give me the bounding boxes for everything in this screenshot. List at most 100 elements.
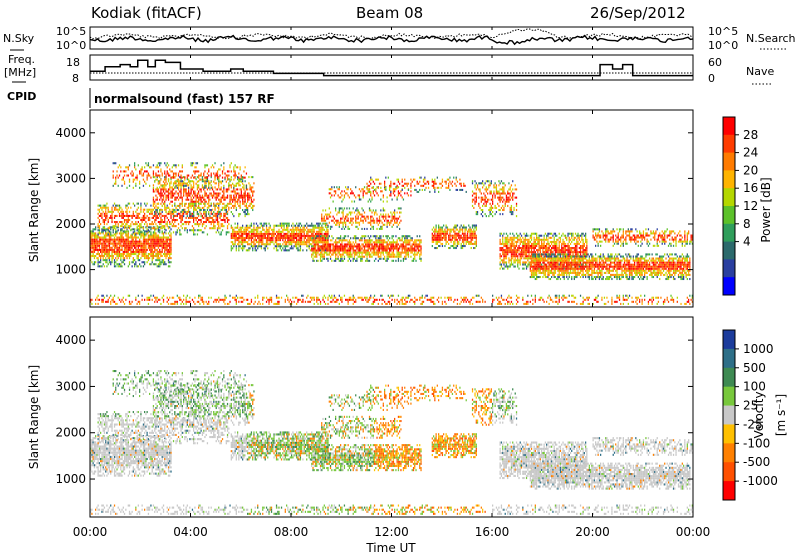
power-cell bbox=[138, 207, 139, 209]
power-cell bbox=[193, 201, 194, 203]
power-cell bbox=[237, 227, 238, 229]
power-cell bbox=[197, 184, 198, 186]
power-cell bbox=[353, 250, 354, 252]
power-cell bbox=[321, 227, 322, 229]
power-cell bbox=[226, 188, 227, 190]
power-cell bbox=[158, 265, 159, 267]
power-cell bbox=[245, 227, 246, 229]
power-cell bbox=[385, 216, 386, 218]
power-cell bbox=[250, 197, 251, 199]
power-cell bbox=[104, 239, 105, 241]
power-cell bbox=[158, 235, 159, 237]
power-cell bbox=[278, 243, 279, 245]
power-cell bbox=[91, 261, 92, 263]
power-cell bbox=[170, 232, 171, 234]
power-cell bbox=[446, 187, 447, 189]
power-cell bbox=[270, 237, 271, 239]
power-cell bbox=[188, 175, 189, 177]
power-cell bbox=[186, 221, 187, 223]
power-cell bbox=[153, 239, 154, 241]
power-cell bbox=[169, 193, 170, 195]
power-cell bbox=[442, 227, 443, 229]
power-cell bbox=[295, 235, 296, 237]
power-cell bbox=[99, 209, 100, 211]
power-cell bbox=[325, 226, 326, 228]
power-cell bbox=[177, 231, 178, 233]
power-cell bbox=[321, 241, 322, 243]
power-cell bbox=[218, 186, 219, 188]
power-cell bbox=[507, 239, 508, 241]
power-cell bbox=[399, 256, 400, 258]
power-cell bbox=[104, 247, 105, 249]
power-cell bbox=[420, 177, 421, 179]
power-cell bbox=[512, 239, 513, 241]
power-cell bbox=[129, 179, 130, 181]
power-cell bbox=[370, 224, 371, 226]
power-cell bbox=[345, 222, 346, 224]
power-cell bbox=[104, 243, 105, 245]
power-cell bbox=[157, 225, 158, 227]
power-cell bbox=[115, 265, 116, 267]
power-cell bbox=[251, 203, 252, 205]
power-cell bbox=[118, 185, 119, 187]
power-cell bbox=[228, 219, 229, 221]
power-cell bbox=[358, 212, 359, 214]
power-cell bbox=[408, 189, 409, 191]
power-cell bbox=[251, 176, 252, 178]
power-cell bbox=[368, 254, 369, 256]
power-cell bbox=[476, 229, 477, 231]
power-cell bbox=[350, 222, 351, 224]
power-cell bbox=[382, 241, 383, 243]
power-cell bbox=[154, 263, 155, 265]
power-cell bbox=[258, 233, 259, 235]
power-cell bbox=[191, 162, 192, 164]
power-cell bbox=[223, 213, 224, 215]
power-cell bbox=[311, 223, 312, 225]
power-cell bbox=[446, 235, 447, 237]
power-cell bbox=[104, 227, 105, 229]
power-cell bbox=[284, 223, 285, 225]
power-cell bbox=[276, 241, 277, 243]
power-cell bbox=[142, 249, 143, 251]
power-cell bbox=[403, 258, 404, 260]
power-cell bbox=[196, 162, 197, 164]
power-cell bbox=[343, 216, 344, 218]
power-cell bbox=[158, 226, 159, 228]
power-cell bbox=[272, 241, 273, 243]
power-cell bbox=[247, 207, 248, 209]
power-cell bbox=[294, 237, 295, 239]
power-cell bbox=[229, 166, 230, 168]
power-cell bbox=[240, 203, 241, 205]
power-cell bbox=[233, 184, 234, 186]
power-cell bbox=[204, 213, 205, 215]
power-cell bbox=[174, 177, 175, 179]
power-cell bbox=[510, 239, 511, 241]
power-cell bbox=[157, 245, 158, 247]
power-cell bbox=[476, 225, 477, 227]
power-cell bbox=[227, 221, 228, 223]
power-cell bbox=[106, 233, 107, 235]
power-cell bbox=[152, 235, 153, 237]
power-cell bbox=[196, 205, 197, 207]
power-cell bbox=[360, 252, 361, 254]
power-cell bbox=[104, 237, 105, 239]
power-cell bbox=[368, 188, 369, 190]
power-cell bbox=[280, 235, 281, 237]
power-cell bbox=[198, 201, 199, 203]
power-cell bbox=[100, 213, 101, 215]
power-cell bbox=[113, 255, 114, 257]
power-cell bbox=[511, 257, 512, 259]
power-cell bbox=[106, 241, 107, 243]
power-cell bbox=[262, 237, 263, 239]
power-cell bbox=[335, 256, 336, 258]
power-cell bbox=[515, 257, 516, 259]
power-cell bbox=[110, 237, 111, 239]
power-cell bbox=[252, 205, 253, 207]
power-cell bbox=[285, 223, 286, 225]
power-cell bbox=[397, 218, 398, 220]
power-cell bbox=[182, 205, 183, 207]
power-cell bbox=[379, 183, 380, 185]
power-cell bbox=[275, 225, 276, 227]
power-cell bbox=[405, 252, 406, 254]
power-cell bbox=[219, 211, 220, 213]
